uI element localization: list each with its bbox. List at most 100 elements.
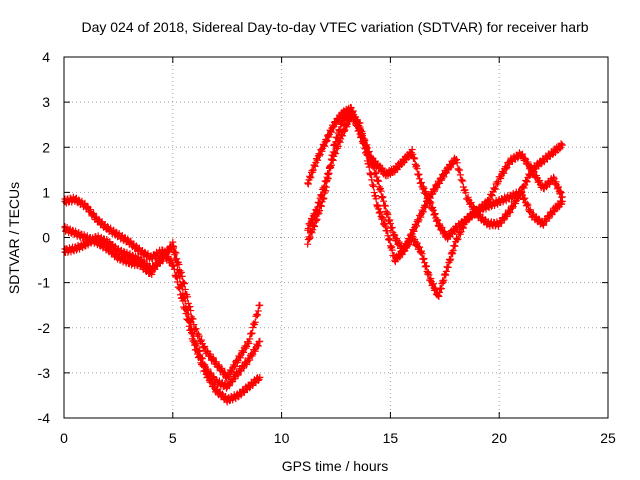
data-point bbox=[388, 224, 396, 232]
data-point bbox=[395, 238, 403, 246]
data-point bbox=[345, 118, 353, 126]
data-point bbox=[200, 362, 208, 370]
data-point bbox=[517, 189, 525, 197]
data-point bbox=[251, 318, 259, 326]
data-point bbox=[413, 239, 421, 247]
data-point bbox=[506, 209, 514, 217]
data-point bbox=[209, 354, 217, 362]
data-point bbox=[254, 342, 262, 350]
data-point bbox=[442, 267, 450, 275]
data-point bbox=[419, 255, 427, 263]
data-point bbox=[436, 288, 444, 296]
data-point bbox=[309, 166, 317, 174]
data-point bbox=[370, 189, 378, 197]
data-point bbox=[372, 195, 380, 203]
data-point bbox=[459, 177, 467, 185]
data-point bbox=[304, 179, 312, 187]
data-point bbox=[306, 172, 314, 180]
data-point bbox=[172, 249, 180, 257]
axis-ticks bbox=[63, 56, 609, 419]
data-point bbox=[253, 310, 261, 318]
data-point bbox=[248, 329, 256, 337]
data-point bbox=[327, 155, 335, 163]
data-point bbox=[453, 159, 461, 167]
data-point bbox=[192, 325, 200, 333]
data-point bbox=[388, 243, 396, 251]
data-point bbox=[408, 146, 416, 154]
data-point bbox=[180, 280, 188, 288]
data-point bbox=[322, 183, 330, 191]
data-point bbox=[218, 364, 226, 372]
data-point bbox=[201, 343, 209, 351]
data-point bbox=[319, 195, 327, 203]
data-point bbox=[556, 188, 564, 196]
x-tick-label: 0 bbox=[60, 430, 68, 446]
data-point bbox=[381, 222, 389, 230]
data-point bbox=[386, 216, 394, 224]
data-point bbox=[508, 204, 516, 212]
data-point bbox=[327, 128, 335, 136]
data-point bbox=[419, 183, 427, 191]
data-point bbox=[360, 140, 368, 148]
data-point bbox=[198, 355, 206, 363]
data-point bbox=[417, 179, 425, 187]
data-point bbox=[453, 236, 461, 244]
data-point bbox=[428, 205, 436, 213]
data-point bbox=[377, 187, 385, 195]
data-point bbox=[246, 356, 254, 364]
series-track-6 bbox=[304, 106, 566, 248]
data-point bbox=[440, 173, 448, 181]
data-point bbox=[388, 246, 396, 254]
data-point bbox=[425, 271, 433, 279]
data-point bbox=[419, 208, 427, 216]
data-point bbox=[427, 199, 435, 207]
data-point bbox=[320, 194, 328, 202]
data-point bbox=[195, 332, 203, 340]
data-point bbox=[240, 348, 248, 356]
data-point bbox=[451, 242, 459, 250]
data-point bbox=[381, 219, 389, 227]
data-point bbox=[180, 279, 188, 287]
data-point bbox=[306, 220, 314, 228]
chart-title: Day 024 of 2018, Sidereal Day-to-day VTE… bbox=[81, 19, 588, 35]
data-point bbox=[243, 360, 251, 368]
data-point bbox=[524, 201, 532, 209]
data-point bbox=[326, 163, 334, 171]
data-point bbox=[456, 166, 464, 174]
data-point bbox=[162, 253, 170, 261]
data-point bbox=[523, 178, 531, 186]
data-point bbox=[521, 154, 529, 162]
data-point bbox=[355, 127, 363, 135]
data-point bbox=[193, 342, 201, 350]
data-point bbox=[187, 307, 195, 315]
data-point bbox=[179, 289, 187, 297]
data-point bbox=[435, 292, 443, 300]
data-point bbox=[497, 174, 505, 182]
data-point bbox=[308, 229, 316, 237]
data-point bbox=[409, 150, 417, 158]
data-point bbox=[536, 176, 544, 184]
data-point bbox=[322, 137, 330, 145]
data-point bbox=[365, 163, 373, 171]
data-point bbox=[320, 142, 328, 150]
data-point bbox=[313, 215, 321, 223]
data-point bbox=[424, 193, 432, 201]
data-point bbox=[350, 114, 358, 122]
data-point bbox=[332, 138, 340, 146]
data-point bbox=[554, 184, 562, 192]
data-point bbox=[228, 368, 236, 376]
data-point bbox=[362, 144, 370, 152]
data-point bbox=[488, 192, 496, 200]
data-point bbox=[457, 228, 465, 236]
data-point bbox=[209, 382, 217, 390]
data-point bbox=[187, 319, 195, 327]
data-point bbox=[191, 341, 199, 349]
data-point bbox=[376, 208, 384, 216]
data-point bbox=[434, 292, 442, 300]
data-point bbox=[316, 152, 324, 160]
data-point bbox=[440, 276, 448, 284]
data-point bbox=[190, 321, 198, 329]
data-point bbox=[334, 142, 342, 150]
data-point bbox=[383, 227, 391, 235]
